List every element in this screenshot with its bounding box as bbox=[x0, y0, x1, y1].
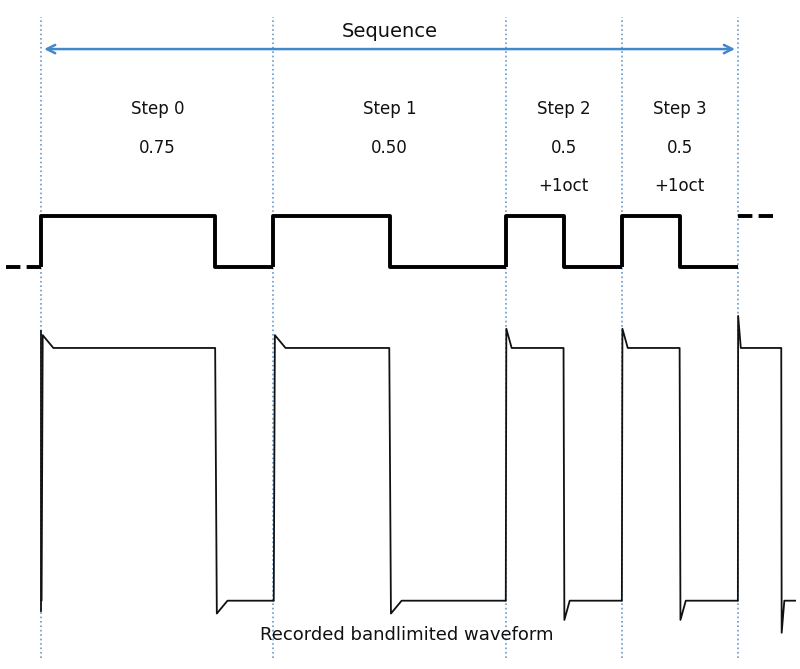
Text: Step 0: Step 0 bbox=[130, 100, 184, 118]
Text: Sequence: Sequence bbox=[342, 22, 438, 41]
Text: 0.5: 0.5 bbox=[666, 139, 693, 157]
Text: 0.50: 0.50 bbox=[371, 139, 408, 157]
Text: 0.75: 0.75 bbox=[139, 139, 176, 157]
Text: +1oct: +1oct bbox=[538, 177, 589, 195]
Text: Step 1: Step 1 bbox=[362, 100, 416, 118]
Text: Step 3: Step 3 bbox=[653, 100, 706, 118]
Text: Step 2: Step 2 bbox=[537, 100, 590, 118]
Text: 0.5: 0.5 bbox=[550, 139, 577, 157]
Text: Recorded bandlimited waveform: Recorded bandlimited waveform bbox=[260, 626, 554, 644]
Text: +1oct: +1oct bbox=[654, 177, 705, 195]
